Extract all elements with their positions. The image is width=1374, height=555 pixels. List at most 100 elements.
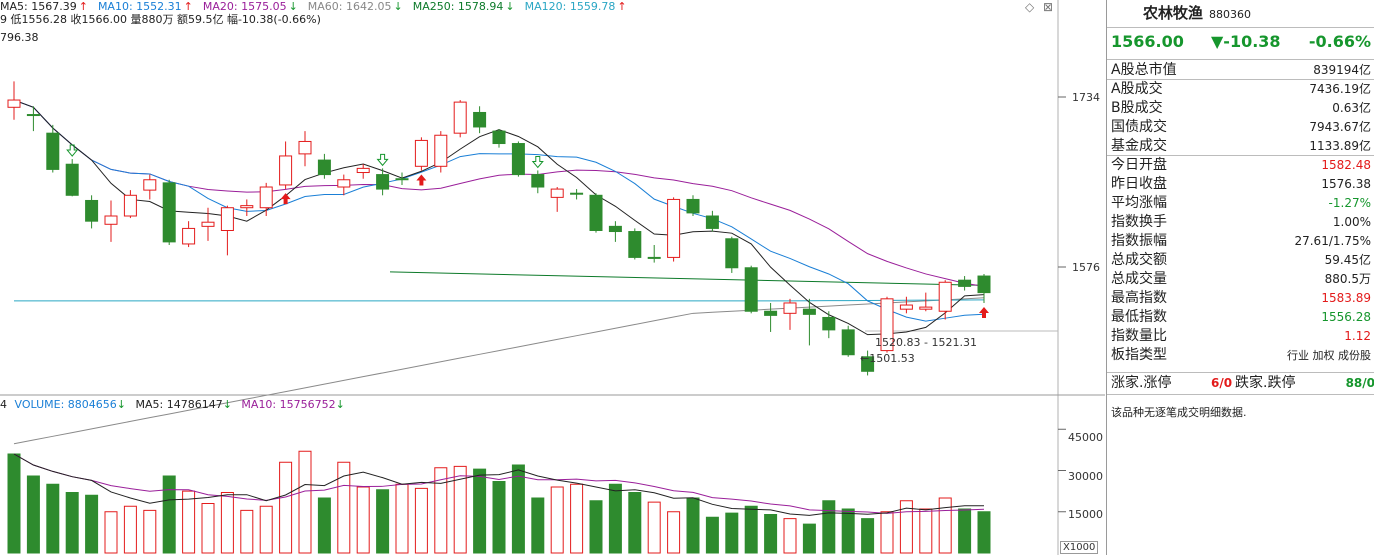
divider — [1107, 372, 1374, 373]
buy-signal-icon — [280, 193, 291, 205]
candle-body — [453, 101, 467, 134]
volume-bar — [298, 450, 312, 554]
stat-label: 昨日收盘 — [1111, 176, 1167, 192]
no-detail-note: 该品种无逐笔成交明细数据. — [1111, 406, 1247, 419]
stat-row: 指数量比 1.12 — [1111, 327, 1374, 346]
ma60-line — [13, 297, 985, 445]
board-type-value[interactable]: 行业 加权 成份股 — [1287, 349, 1371, 362]
volume-bar — [628, 492, 642, 554]
volume-ma10-line — [13, 453, 985, 514]
stat-value: 1.12 — [1344, 329, 1371, 343]
candle-body — [531, 174, 545, 188]
candle-body — [7, 99, 21, 108]
chart-canvas[interactable] — [0, 0, 1105, 555]
stat-label: 基金成交 — [1111, 138, 1167, 154]
volume-bar — [511, 464, 525, 554]
sell-signal-icon — [531, 155, 544, 169]
ma250-line — [389, 271, 986, 286]
volume-bar — [705, 516, 719, 554]
volume-bar — [977, 511, 991, 554]
candle-body — [589, 194, 603, 231]
divider — [1107, 394, 1374, 395]
volume-bar — [7, 453, 21, 554]
divider — [1107, 59, 1374, 60]
ma-legend: MA5: 1567.39 ↑ MA10: 1552.31 ↑ MA20: 1575.05… — [0, 0, 637, 14]
stat-value: 1556.28 — [1321, 310, 1371, 324]
volume-bar — [162, 475, 176, 554]
stat-value: 7943.67亿 — [1309, 120, 1371, 134]
volume-bar — [182, 490, 196, 554]
candle-body — [822, 316, 836, 331]
ohlc-summary: 9 低1556.28 收1566.00 量880万 额59.5亿 幅-10.38… — [0, 13, 321, 26]
stat-label: 指数量比 — [1111, 328, 1167, 344]
sell-signal-icon — [376, 153, 389, 167]
board-type-row: 板指类型 行业 加权 成份股 — [1111, 346, 1374, 365]
ma-arrow-icon: ↑ — [183, 0, 193, 13]
candle-body — [279, 155, 293, 186]
candle-body — [841, 329, 855, 356]
stat-label: A股总市值 — [1111, 62, 1177, 78]
volume-bar — [899, 500, 913, 554]
candle-body — [977, 275, 991, 294]
candle-body — [220, 207, 234, 231]
candle-body — [259, 186, 273, 209]
volume-bar — [686, 497, 700, 554]
volume-bar — [279, 461, 293, 554]
volume-ma5: MA5: 14786147 — [135, 398, 223, 411]
stat-row: 昨日收盘 1576.38 — [1111, 175, 1374, 194]
candle-body — [938, 281, 952, 312]
candle-body — [337, 179, 351, 188]
current-price: 1566.00 — [1111, 32, 1184, 51]
volume-bar — [453, 465, 467, 554]
candle-body — [511, 143, 525, 176]
price-tick-1734: 1734 — [1072, 91, 1100, 104]
stat-row: 平均涨幅 -1.27% — [1111, 194, 1374, 213]
candle-body — [899, 304, 913, 310]
volume-bar — [589, 500, 603, 554]
stat-value: 7436.19亿 — [1309, 82, 1371, 96]
stat-row: 基金成交 1133.89亿 — [1111, 137, 1374, 156]
diamond-icon[interactable]: ◇ — [1025, 0, 1035, 14]
candle-body — [764, 310, 778, 316]
low-annotation: ←1501.53 — [860, 352, 915, 365]
ma-arrow-icon: ↑ — [617, 0, 627, 13]
stat-label: B股成交 — [1111, 100, 1163, 116]
fall-label: 跌家.跌停 — [1235, 375, 1296, 391]
candle-body — [686, 198, 700, 214]
ma-legend-item: MA120: 1559.78 — [524, 0, 616, 13]
volume-bar — [647, 501, 661, 554]
stat-label: 最低指数 — [1111, 309, 1167, 325]
close-icon[interactable]: ⊠ — [1043, 0, 1054, 14]
kline-chart-area[interactable]: MA5: 1567.39 ↑ MA10: 1552.31 ↑ MA20: 1575.05… — [0, 0, 1105, 555]
volume-ma5-line — [13, 453, 984, 516]
ma-legend-item: MA10: 1552.31 — [97, 0, 182, 13]
volume-bar — [919, 508, 933, 554]
volume-legend: 4 VOLUME: 8804656↓ MA5: 14786147↓ MA10: … — [0, 398, 345, 411]
rise-fall-row: 涨家.涨停 6/0 跌家.跌停 88/0 — [1111, 374, 1374, 393]
stat-label: 国债成交 — [1111, 119, 1167, 135]
stat-row: 最高指数 1583.89 — [1111, 289, 1374, 308]
ma-arrow-icon: ↓ — [393, 0, 403, 13]
candle-body — [608, 225, 622, 233]
sell-signal-icon — [66, 144, 79, 157]
volume-bar — [938, 497, 952, 554]
divider — [1107, 155, 1374, 156]
stat-row: 最低指数 1556.28 — [1111, 308, 1374, 327]
stat-row: 指数振幅 27.61/1.75% — [1111, 232, 1374, 251]
index-name: 农林牧渔 — [1143, 4, 1204, 22]
stat-value: 880.5万 — [1324, 272, 1371, 286]
buy-signal-icon — [416, 174, 427, 186]
ma-legend-item: MA20: 1575.05 — [202, 0, 287, 13]
fall-value: 88/0 — [1345, 376, 1374, 390]
price-tick-1576: 1576 — [1072, 261, 1100, 274]
ma-arrow-icon: ↓ — [505, 0, 515, 13]
stat-label: A股成交 — [1111, 81, 1163, 97]
corner-value: 796.38 — [0, 31, 39, 44]
volume-bar — [764, 514, 778, 554]
stat-value: 1583.89 — [1321, 291, 1371, 305]
stat-label: 平均涨幅 — [1111, 195, 1167, 211]
divider — [1107, 27, 1374, 28]
candle-body — [434, 134, 448, 167]
volume-bar — [26, 475, 40, 554]
stat-row: A股总市值 839194亿 — [1111, 61, 1374, 80]
